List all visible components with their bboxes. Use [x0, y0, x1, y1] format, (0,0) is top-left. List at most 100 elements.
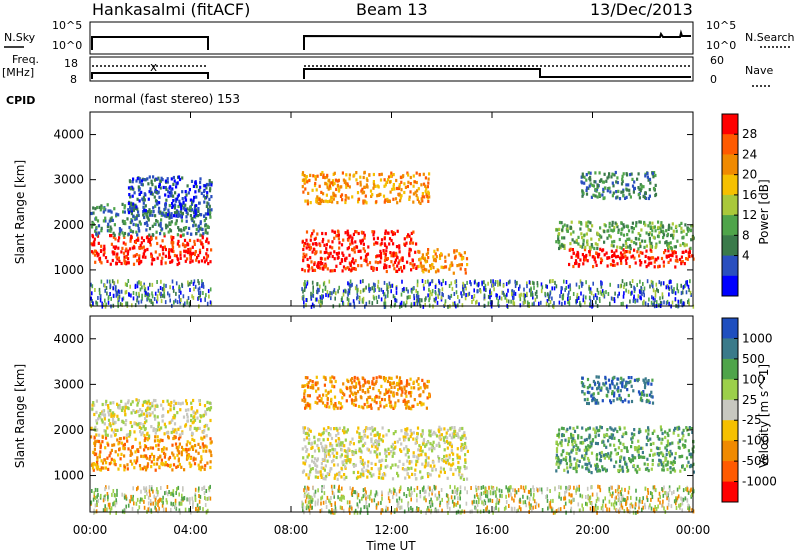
power-cell — [428, 172, 431, 176]
power-cell — [196, 256, 199, 260]
power-cell — [178, 202, 181, 206]
power-ground-cell — [653, 301, 655, 306]
power-cell — [410, 268, 413, 272]
power-cell — [326, 183, 329, 187]
velocity-cell — [323, 448, 326, 452]
velocity-cell — [324, 444, 327, 448]
power-cell — [168, 213, 171, 217]
power-cell — [621, 174, 624, 178]
velocity-cell — [322, 466, 325, 470]
power-cell — [164, 261, 167, 265]
power-cell — [622, 194, 625, 198]
power-cell — [571, 238, 574, 242]
power-cell — [176, 214, 180, 218]
power-cell — [344, 182, 348, 186]
freq-left-tick-low: 8 — [70, 73, 77, 86]
power-ground-cell — [609, 301, 611, 306]
power-cell — [106, 225, 109, 229]
velocity-cell — [560, 426, 564, 430]
power-cell — [464, 268, 467, 272]
power-colorbar-tick-label: 12 — [742, 208, 757, 222]
power-cell — [118, 232, 121, 236]
power-cell — [146, 215, 149, 219]
velocity-cell — [575, 466, 578, 470]
power-ground-cell — [101, 304, 104, 309]
power-cell — [392, 231, 395, 235]
noise-panel-frame — [89, 21, 694, 55]
velocity-cell — [429, 473, 432, 477]
power-cell — [125, 255, 128, 259]
power-cell — [611, 220, 614, 224]
power-ground-cell — [354, 286, 357, 291]
power-ground-cell — [189, 281, 191, 286]
power-cell — [690, 224, 693, 228]
velocity-cell — [405, 404, 409, 408]
power-ground-cell — [182, 294, 185, 299]
power-ground-cell — [337, 289, 339, 294]
power-cell — [168, 186, 171, 190]
power-cell — [181, 176, 184, 180]
power-cell — [174, 203, 177, 207]
velocity-cell — [384, 376, 388, 381]
velocity-cell — [209, 460, 212, 464]
velocity-cell — [410, 390, 413, 395]
power-cell — [311, 266, 314, 270]
power-ground-cell — [413, 296, 416, 301]
power-ground-cell — [139, 287, 142, 292]
velocity-cell — [136, 403, 139, 407]
velocity-cell — [208, 449, 211, 453]
velocity-cell — [389, 404, 392, 408]
power-cell — [689, 229, 692, 233]
velocity-cell — [431, 445, 435, 449]
velocity-cell — [190, 407, 193, 411]
power-cell — [304, 187, 307, 191]
velocity-cell — [197, 451, 200, 455]
power-cell — [648, 177, 652, 181]
power-cell — [653, 260, 656, 264]
power-ground-cell — [322, 282, 325, 287]
power-cell — [186, 184, 189, 188]
power-cell — [157, 223, 161, 227]
power-cell — [686, 257, 689, 261]
power-ground-cell — [373, 288, 375, 293]
power-cell — [127, 249, 130, 253]
velocity-cell — [385, 388, 388, 392]
velocity-cell — [322, 477, 325, 481]
power-cell — [357, 231, 360, 236]
power-ground-cell — [192, 281, 195, 286]
power-ground-cell — [686, 280, 688, 285]
power-cell — [97, 224, 101, 228]
velocity-cell — [163, 446, 166, 450]
velocity-cell — [364, 391, 367, 395]
velocity-cell — [376, 431, 379, 435]
power-colorbar-tick-label: 4 — [742, 249, 750, 263]
power-ground-cell — [97, 296, 99, 300]
velocity-cell — [341, 429, 345, 433]
power-ground-cell — [147, 292, 149, 297]
power-cell — [610, 228, 613, 232]
power-ground-cell — [631, 279, 634, 283]
power-ground-cell — [640, 296, 642, 301]
power-ground-cell — [374, 283, 376, 288]
velocity-cell — [318, 399, 321, 403]
power-cell — [110, 227, 113, 231]
velocity-cell — [315, 382, 318, 386]
velocity-cell — [555, 449, 559, 453]
velocity-cell — [120, 408, 124, 412]
power-cell — [165, 198, 168, 202]
power-cell — [684, 223, 687, 227]
power-cell — [391, 232, 394, 236]
power-cell — [163, 207, 166, 212]
power-cell — [566, 229, 569, 233]
power-ground-cell — [652, 280, 654, 285]
velocity-cell — [306, 376, 309, 380]
velocity-cell — [104, 433, 107, 437]
power-cell — [411, 259, 414, 263]
power-cell — [649, 225, 652, 229]
power-ground-cell — [390, 289, 392, 294]
power-cell — [116, 257, 119, 261]
power-cell — [633, 256, 636, 260]
power-cell — [598, 238, 601, 242]
power-cell — [650, 233, 653, 237]
power-ground-cell — [118, 290, 121, 295]
